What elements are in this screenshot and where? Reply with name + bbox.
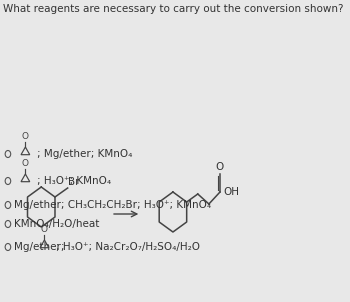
Text: KMnO₄/H₂O/heat: KMnO₄/H₂O/heat [14, 219, 100, 229]
Text: What reagents are necessary to carry out the conversion shown?: What reagents are necessary to carry out… [3, 4, 344, 14]
Text: OH: OH [223, 187, 239, 197]
Text: ; Mg/ether; KMnO₄: ; Mg/ether; KMnO₄ [37, 149, 133, 159]
Text: O: O [41, 225, 48, 234]
Text: Mg/ether; CH₃CH₂CH₂Br; H₃O⁺; KMnO₄: Mg/ether; CH₃CH₂CH₂Br; H₃O⁺; KMnO₄ [14, 200, 211, 210]
Text: Mg/ether;: Mg/ether; [14, 242, 65, 252]
Text: Br: Br [69, 177, 80, 187]
Text: O: O [22, 159, 29, 168]
Text: ; H₃O⁺; KMnO₄: ; H₃O⁺; KMnO₄ [37, 176, 111, 186]
Text: O: O [22, 132, 29, 141]
Text: ; H₃O⁺; Na₂Cr₂O₇/H₂SO₄/H₂O: ; H₃O⁺; Na₂Cr₂O₇/H₂SO₄/H₂O [56, 242, 200, 252]
Text: O: O [215, 162, 223, 172]
